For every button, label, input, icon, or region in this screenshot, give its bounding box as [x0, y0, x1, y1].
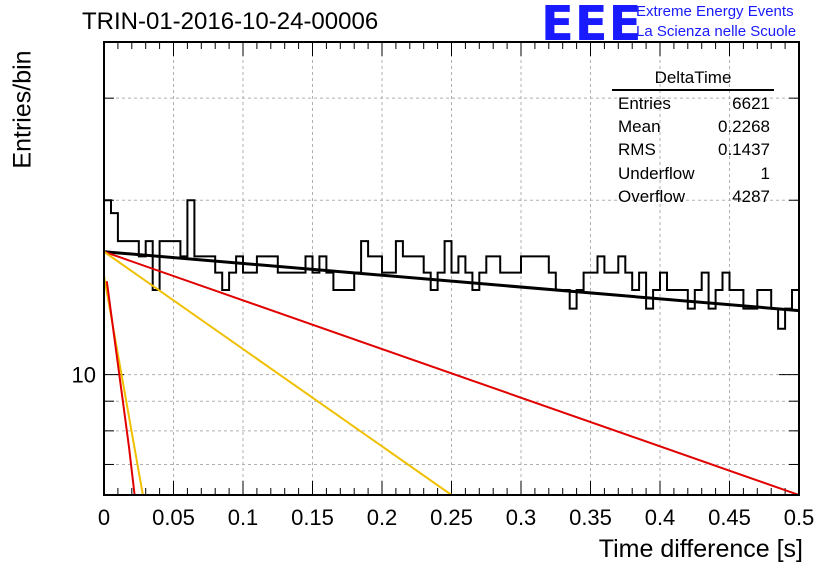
- x-tick-label: 0.35: [569, 505, 612, 530]
- stats-label: RMS: [618, 140, 656, 160]
- stats-box-title: DeltaTime: [612, 68, 774, 91]
- x-tick-label: 0.05: [152, 505, 195, 530]
- x-tick-label: 0.3: [506, 505, 537, 530]
- stats-label: Entries: [618, 94, 671, 113]
- stats-row-mean: Mean 0.2268: [612, 115, 774, 138]
- stats-label: Mean: [618, 117, 661, 137]
- y-tick-label: 10: [72, 363, 96, 388]
- stats-box: DeltaTime Entries 6621 Mean 0.2268 RMS 0…: [612, 68, 774, 208]
- y-axis-label: Entries/bin: [8, 50, 37, 169]
- fit-curve-yellow: [104, 250, 453, 495]
- stats-value: 1: [760, 163, 770, 183]
- eee-logo: EEE: [541, 0, 643, 52]
- stats-row-underflow: Underflow 1: [612, 162, 774, 185]
- stats-value: 6621: [732, 94, 770, 113]
- fit-curve-red: [104, 250, 799, 495]
- stats-value: 4287: [732, 186, 770, 206]
- x-axis-label: Time difference [s]: [598, 535, 803, 563]
- x-tick-label: 0.4: [645, 505, 676, 530]
- plot-frame: [103, 41, 800, 496]
- x-tick-label: 0: [98, 505, 110, 530]
- histogram-line: [104, 199, 799, 330]
- plot-title: TRIN-01-2016-10-24-00006: [82, 8, 379, 35]
- stats-row-entries: Entries 6621: [612, 92, 774, 115]
- x-tick-label: 0.45: [708, 505, 751, 530]
- stats-value: 0.1437: [718, 140, 770, 160]
- stats-row-overflow: Overflow 4287: [612, 185, 774, 208]
- x-tick-label: 0.5: [784, 505, 815, 530]
- fit-curve-black: [104, 250, 799, 313]
- stats-label: Overflow: [618, 186, 686, 206]
- x-tick-label: 0.1: [228, 505, 259, 530]
- logo-caption-line1: Extreme Energy Events: [636, 3, 794, 20]
- stats-label: Underflow: [618, 163, 695, 183]
- x-tick-label: 0.2: [367, 505, 398, 530]
- x-tick-label: 0.25: [430, 505, 473, 530]
- fit-curve-red: [105, 281, 136, 495]
- stats-value: 0.2268: [718, 117, 770, 137]
- stats-row-rms: RMS 0.1437: [612, 138, 774, 161]
- logo-caption-line2: La Scienza nelle Scuole: [636, 23, 797, 40]
- x-tick-label: 0.15: [291, 505, 334, 530]
